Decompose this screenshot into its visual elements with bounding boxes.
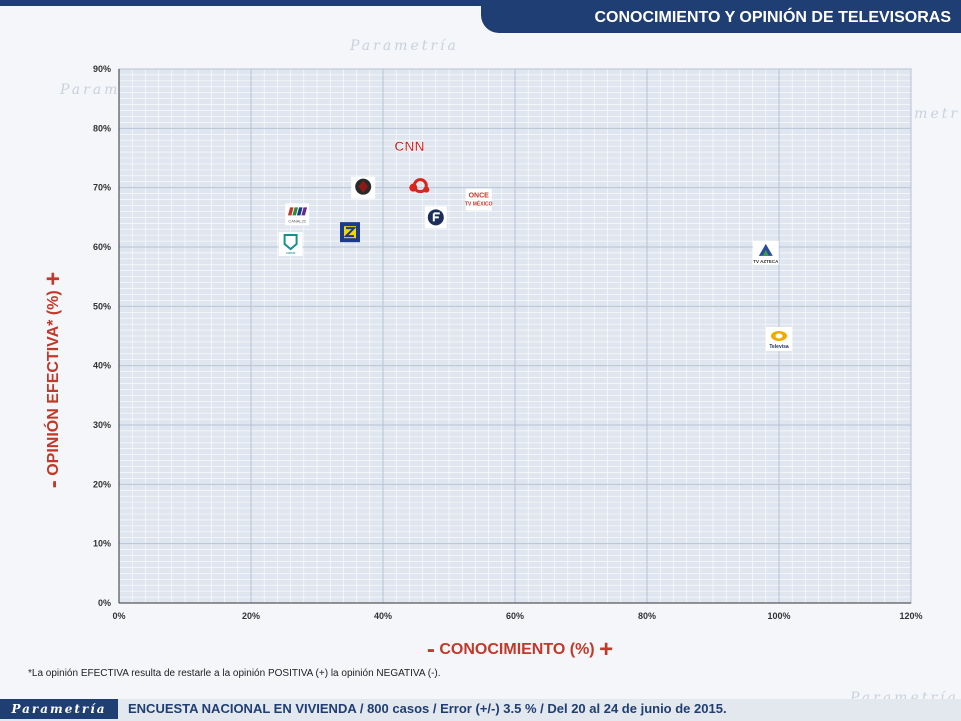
logo-shape — [358, 180, 369, 193]
y-tick-label: 70% — [93, 183, 111, 193]
x-tick-label: 40% — [374, 611, 392, 621]
x-axis-minus: - — [426, 636, 435, 663]
y-axis-minus: - — [40, 480, 67, 489]
logo-text: TV AZTECA — [753, 259, 779, 264]
tv-azteca-logo: TV AZTECA — [752, 240, 779, 265]
logo-text: CANAL22 — [288, 218, 307, 223]
y-tick-label: 40% — [93, 361, 111, 371]
x-tick-label: 100% — [767, 611, 790, 621]
watermark: Parametría — [350, 38, 459, 54]
logo-text: canal — [286, 250, 296, 255]
logo-inner — [762, 249, 769, 256]
y-tick-label: 20% — [93, 479, 111, 489]
x-tick-label: 80% — [638, 611, 656, 621]
logo-bar — [287, 207, 294, 216]
logo-shape — [432, 212, 440, 222]
y-axis-title: OPINIÓN EFECTIVA* (%) — [45, 290, 63, 476]
y-tick-label: 60% — [93, 242, 111, 252]
logo-bar — [296, 207, 303, 216]
round-logo — [351, 176, 376, 199]
y-tick-label: 50% — [93, 301, 111, 311]
y-axis-label: - OPINIÓN EFECTIVA* (%) + — [40, 272, 68, 488]
footer-logo: Parametría — [0, 699, 118, 719]
televisa-logo: Televisa — [766, 326, 792, 351]
x-axis-title: CONOCIMIENTO (%) — [439, 641, 595, 659]
y-tick-label: 10% — [93, 539, 111, 549]
cnn-logo-text: CNN — [394, 138, 424, 154]
x-tick-label: 60% — [506, 611, 524, 621]
x-tick-label: 20% — [242, 611, 260, 621]
footer-bar — [0, 699, 961, 721]
page-title: CONOCIMIENTO Y OPINIÓN DE TELEVISORAS — [481, 3, 961, 33]
logo-text: ONCE — [469, 193, 490, 200]
logo-dot — [423, 186, 430, 193]
x-tick-label: 120% — [899, 611, 922, 621]
square-logo — [340, 222, 360, 243]
y-tick-label: 30% — [93, 420, 111, 430]
logo-ring — [412, 178, 428, 194]
scatter-chart: 0% 20% 40% 60% 80% 100% 120% 0% 10% 20% 30% 40% 50%… — [93, 64, 923, 621]
y-tick-labels: 0% 10% 20% 30% 40% 50% 60% 70% 80% 90% — [93, 64, 111, 608]
footer-text: ENCUESTA NACIONAL EN VIVIENDA / 800 caso… — [128, 701, 727, 716]
dark-circle-logo — [424, 206, 447, 229]
logo-background — [465, 188, 492, 211]
teal-shield-logo: canal — [278, 232, 303, 257]
x-tick-label: 0% — [112, 611, 125, 621]
logo-shape — [343, 227, 357, 238]
logo-shield — [283, 234, 298, 251]
y-axis-plus: + — [40, 271, 67, 286]
y-tick-label: 0% — [98, 598, 111, 608]
x-axis-label: - CONOCIMIENTO (%) + — [400, 636, 640, 664]
logo-bar — [301, 207, 308, 216]
x-tick-labels: 0% 20% 40% 60% 80% 100% 120% — [112, 611, 922, 621]
canal-22-logo: CANAL22 — [285, 203, 310, 226]
y-tick-label: 90% — [93, 64, 111, 74]
red-swirl-logo — [409, 178, 430, 194]
cnn-logo: CNN — [394, 138, 425, 155]
logo-pupil — [775, 333, 783, 339]
y-tick-label: 80% — [93, 123, 111, 133]
top-bar — [0, 0, 961, 6]
logo-text: Televisa — [769, 344, 789, 350]
footnote: *La opinión EFECTIVA resulta de restarle… — [28, 668, 441, 679]
x-axis-plus: + — [599, 636, 614, 663]
logo-bar — [292, 207, 299, 216]
logo-text: TV MÉXICO — [465, 200, 493, 208]
